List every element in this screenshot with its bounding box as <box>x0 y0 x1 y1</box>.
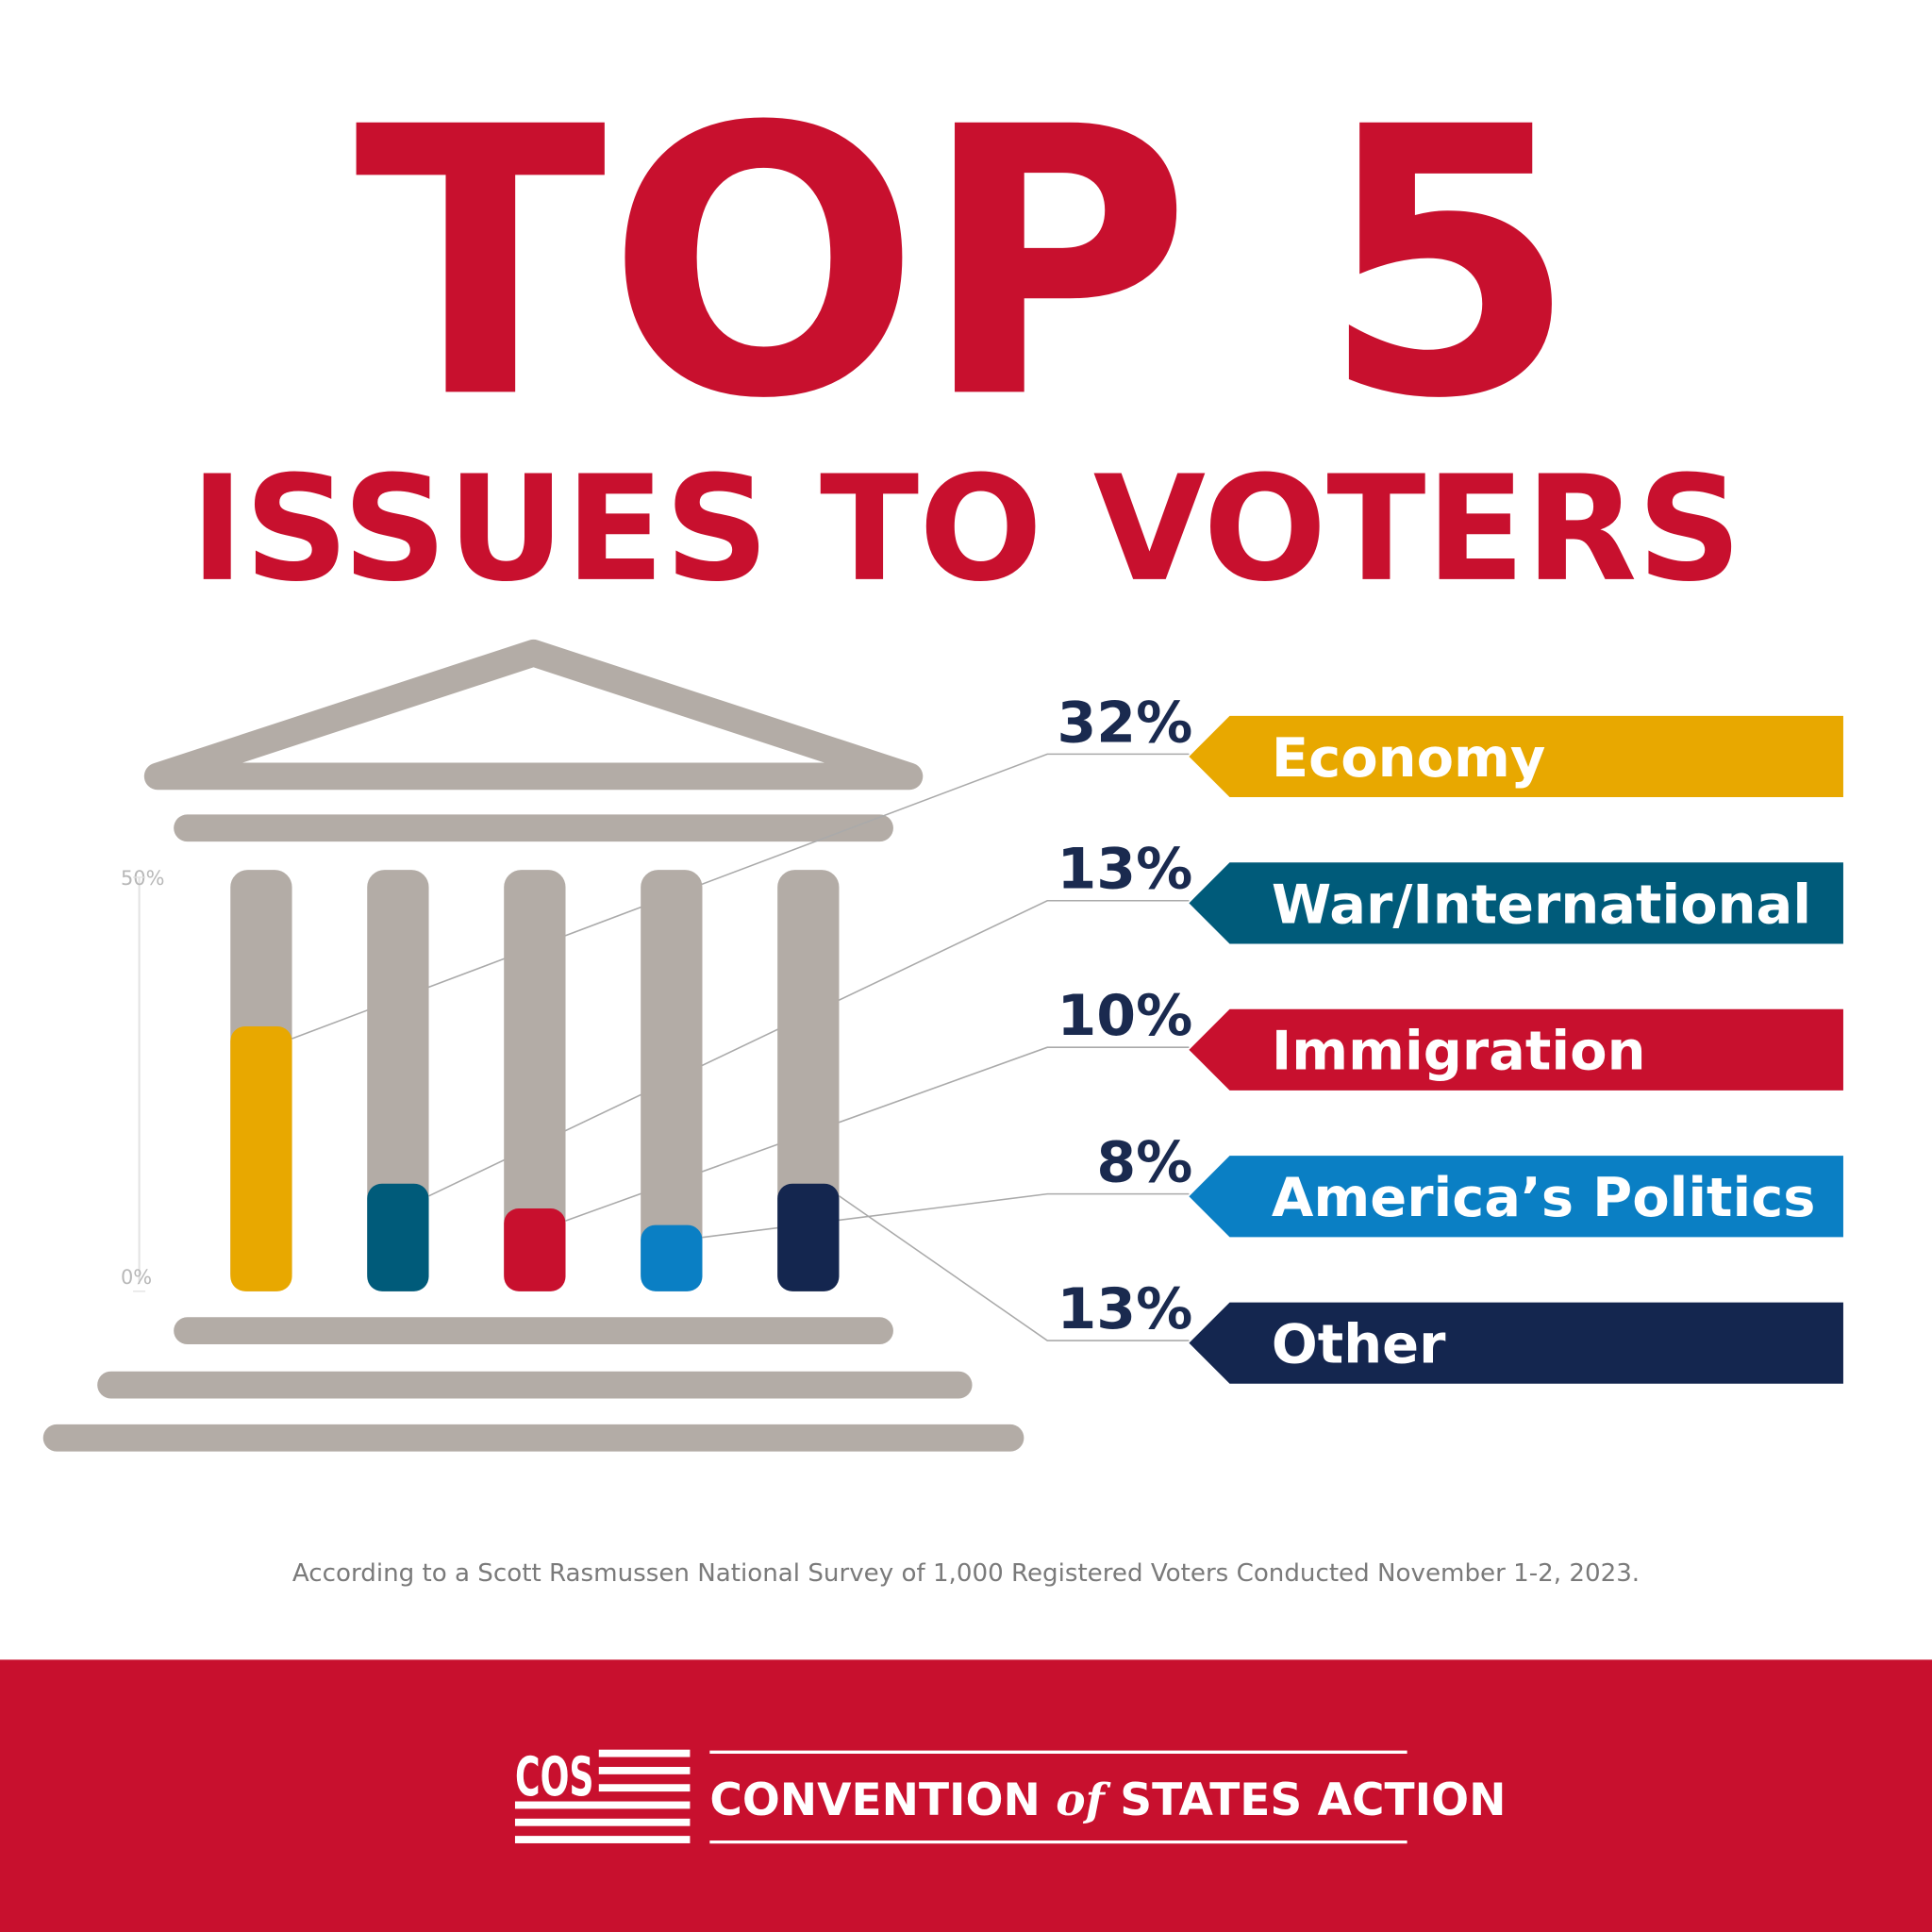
category-label: Economy <box>1272 726 1545 790</box>
leader-line <box>565 1046 1190 1222</box>
column <box>641 870 703 1291</box>
label-ribbon <box>1189 1302 1843 1384</box>
value-label: 8% <box>1096 1130 1192 1196</box>
title: TOP 5 <box>355 49 1578 479</box>
y-tick-label: 0% <box>121 1266 152 1289</box>
pediment <box>143 639 924 791</box>
column <box>504 870 566 1291</box>
label-ribbon <box>1189 1156 1843 1238</box>
label-ribbon <box>1189 862 1843 944</box>
category-label: War/International <box>1272 873 1811 936</box>
category-label: Immigration <box>1272 1020 1646 1083</box>
subtitle: ISSUES TO VOTERS <box>191 445 1742 614</box>
bar <box>641 1224 703 1291</box>
category-label: America’s Politics <box>1272 1166 1816 1229</box>
logo-mark: COS <box>515 1745 594 1808</box>
value-label: 13% <box>1058 837 1193 903</box>
org-name-part: of <box>1056 1774 1110 1826</box>
category-label: Other <box>1272 1313 1446 1376</box>
bar <box>230 1025 292 1291</box>
label-ribbon <box>1189 1008 1843 1091</box>
source-note: According to a Scott Rasmussen National … <box>292 1559 1640 1588</box>
bar <box>367 1183 429 1291</box>
y-tick-label: 50% <box>121 867 164 890</box>
bar <box>504 1208 566 1291</box>
logo-stripes <box>514 1749 691 1843</box>
org-name: CONVENTION of STATES ACTION <box>709 1774 1506 1826</box>
org-name-part: CONVENTION <box>709 1774 1041 1826</box>
leader-line <box>702 1192 1190 1239</box>
value-label: 10% <box>1058 983 1193 1049</box>
leader-line <box>839 1195 1190 1341</box>
building <box>42 639 1024 1452</box>
bar <box>777 1183 840 1291</box>
footer-band <box>0 1659 1932 1932</box>
label-ribbon <box>1189 715 1843 798</box>
org-name-part: STATES ACTION <box>1120 1774 1506 1826</box>
value-label: 13% <box>1058 1276 1193 1342</box>
value-label: 32% <box>1058 690 1193 756</box>
leader-line <box>428 899 1190 1197</box>
